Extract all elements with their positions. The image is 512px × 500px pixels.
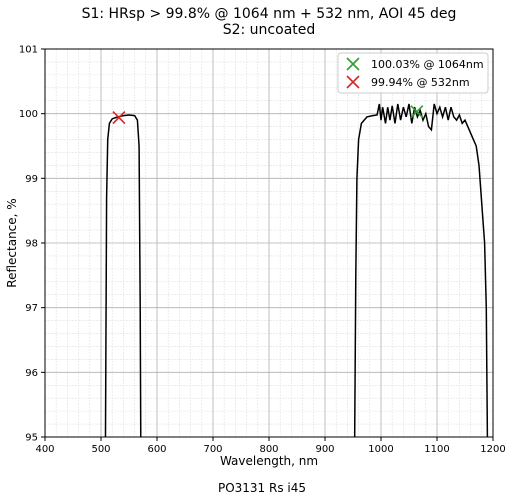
y-tick-label: 101 (19, 45, 38, 56)
marker-stroke (410, 105, 424, 119)
x-tick-label: 800 (259, 444, 278, 455)
y-axis-label: Reflectance, % (5, 198, 19, 287)
marker-stroke (346, 57, 360, 71)
footer: PO3131 Rs i45 (218, 481, 306, 495)
legend-marker (346, 75, 360, 89)
x-tick-label: 400 (35, 444, 54, 455)
y-tick-label: 95 (25, 433, 38, 444)
x-tick-label: 700 (203, 444, 222, 455)
chart-title: S1: HRsp > 99.8% @ 1064 nm + 532 nm, AOI… (82, 6, 457, 22)
x-tick-label: 900 (315, 444, 334, 455)
y-tick-label: 97 (25, 303, 38, 314)
x-tick-label: 500 (91, 444, 110, 455)
plot-frame (44, 48, 494, 438)
marker-stroke (112, 110, 126, 125)
x-tick-label: 1200 (480, 444, 505, 455)
legend-marker (346, 57, 360, 71)
data-line (104, 103, 489, 437)
x-tick-label: 600 (147, 444, 166, 455)
x-tick-label: 1000 (368, 444, 393, 455)
y-tick-label: 99 (25, 174, 38, 185)
marker (112, 110, 126, 125)
marker-stroke (346, 75, 360, 89)
y-tick-label: 98 (25, 239, 38, 250)
marker (410, 105, 424, 119)
y-tick-label: 96 (25, 368, 38, 379)
x-axis-label: Wavelength, nm (220, 454, 318, 468)
y-tick-label: 100 (19, 109, 38, 120)
x-tick-label: 1100 (424, 444, 449, 455)
legend-label: 99.94% @ 532nm (371, 76, 470, 89)
chart-subtitle: S2: uncoated (223, 22, 316, 38)
legend-box (337, 52, 489, 94)
legend-label: 100.03% @ 1064nm (371, 58, 484, 71)
